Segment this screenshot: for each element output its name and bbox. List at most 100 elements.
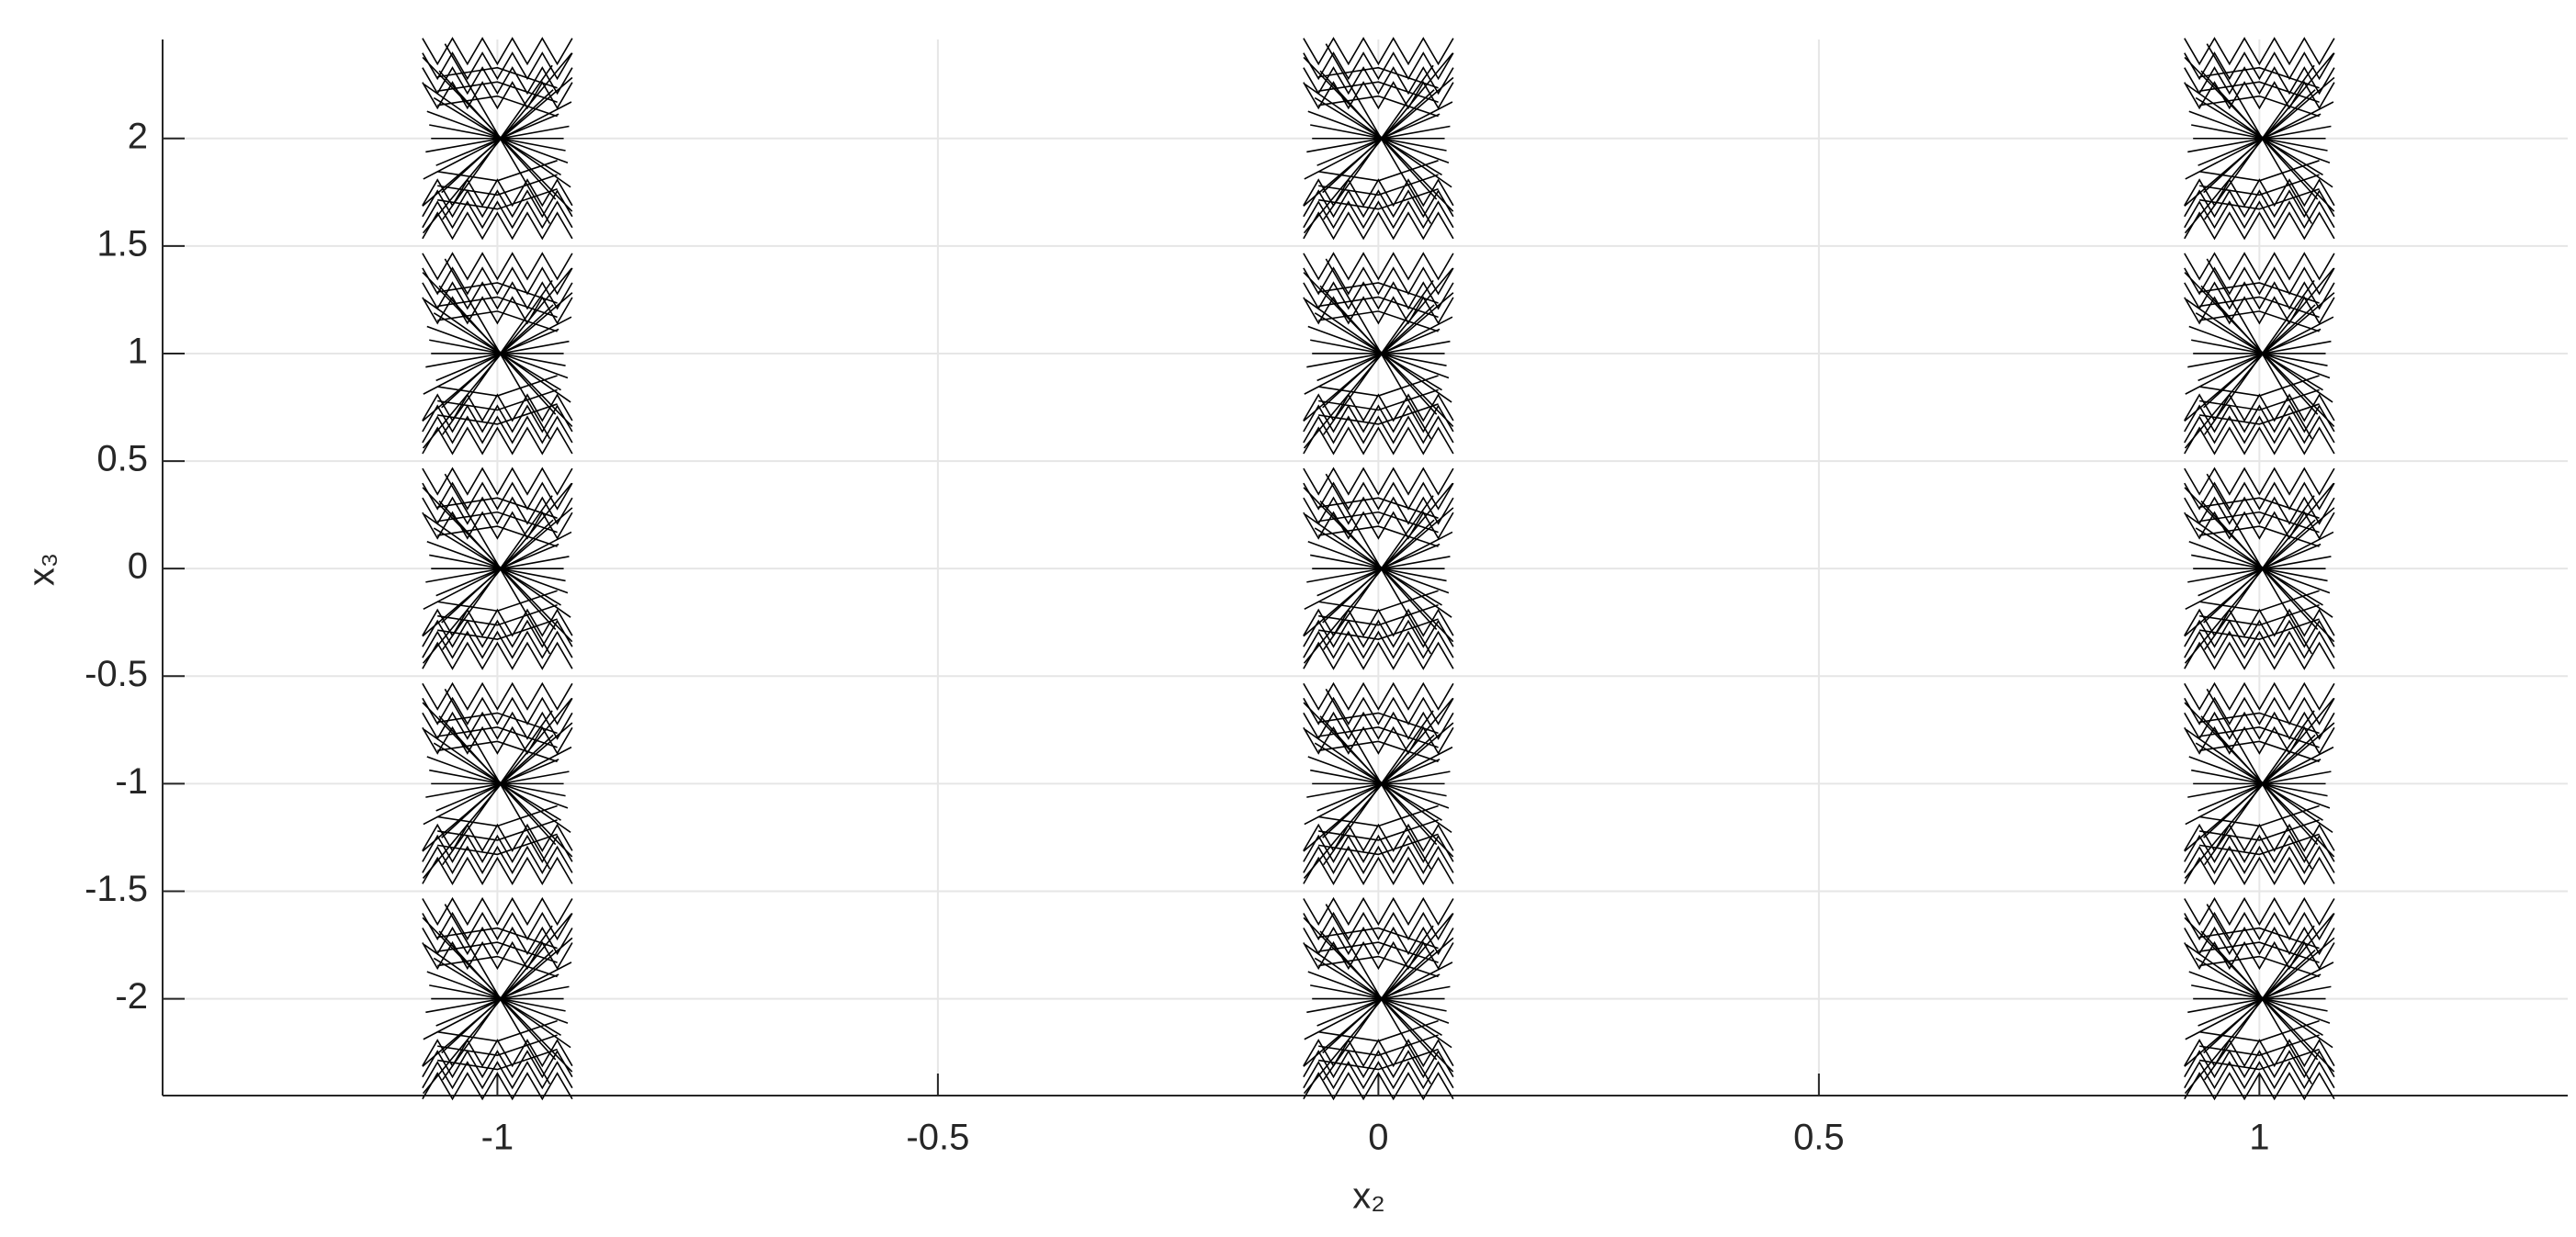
glyph-zigzag (1303, 496, 1454, 525)
glyph-zigzag (2199, 726, 2320, 748)
glyph-zigzag (2199, 160, 2320, 182)
glyph-zigzag (437, 712, 558, 735)
glyph-zigzag (437, 590, 558, 613)
glyph (1303, 37, 1454, 241)
glyph-zigzag (1303, 467, 1454, 496)
glyph-zigzag (437, 726, 558, 748)
glyph-zigzag (1318, 804, 1439, 827)
glyph-zigzag (2184, 725, 2335, 755)
glyph-zigzag (2199, 66, 2320, 89)
glyph-zigzag (2199, 81, 2320, 103)
glyph-zigzag (1318, 833, 1439, 856)
glyph-zigzag (2184, 1061, 2335, 1090)
glyph-ray (422, 267, 572, 449)
glyph-zigzag (1318, 388, 1439, 411)
glyph-zigzag (437, 1048, 558, 1071)
glyph-zigzag (437, 603, 558, 626)
glyph-ray (2184, 698, 2334, 879)
glyph-zigzag (2184, 481, 2335, 511)
glyph-zigzag (437, 497, 558, 519)
glyph-zigzag (422, 281, 573, 310)
glyph-zigzag (437, 375, 558, 397)
glyph-zigzag (422, 189, 573, 219)
glyph-zigzag (2199, 1048, 2320, 1071)
glyph-zigzag (1303, 178, 1454, 208)
glyph-zigzag (422, 426, 573, 455)
glyph-zigzag (437, 187, 558, 210)
glyph-zigzag (1303, 393, 1454, 422)
glyph-zigzag (437, 927, 558, 950)
glyph-zigzag (2184, 641, 2335, 670)
y-tick-label: 1.5 (96, 223, 148, 264)
glyph-ray (2184, 913, 2334, 1095)
glyph-zigzag (437, 833, 558, 856)
glyph-zigzag (2184, 81, 2335, 110)
glyph-zigzag (1303, 725, 1454, 755)
glyph-zigzag (2184, 1072, 2335, 1101)
glyph-zigzag (2199, 525, 2320, 547)
glyph-zigzag (2199, 1019, 2320, 1042)
glyph-zigzag (1318, 282, 1439, 304)
glyph-zigzag (437, 310, 558, 332)
glyph-zigzag (1303, 66, 1454, 96)
glyph-zigzag (1303, 511, 1454, 540)
y-tick-label: 1 (128, 332, 148, 372)
glyph-zigzag (2184, 266, 2335, 296)
glyph-zigzag (2199, 282, 2320, 304)
glyph-zigzag (422, 608, 573, 637)
y-tick-label: 0 (128, 546, 148, 587)
glyph-zigzag (2184, 211, 2335, 241)
glyph-zigzag (1303, 823, 1454, 852)
glyph (422, 467, 573, 670)
glyph-zigzag (1318, 618, 1439, 640)
glyph-zigzag (1318, 95, 1439, 118)
glyph-zigzag (1318, 927, 1439, 950)
glyph-zigzag (2199, 310, 2320, 332)
glyph-zigzag (422, 481, 573, 511)
glyph-zigzag (2184, 911, 2335, 941)
x-axis-label: x₂ (1352, 1176, 1385, 1217)
glyph-zigzag (1303, 608, 1454, 637)
glyph-zigzag (1318, 310, 1439, 332)
y-tick-label: 2 (128, 116, 148, 156)
glyph-zigzag (2184, 296, 2335, 325)
x-tick-label: -0.5 (906, 1118, 969, 1158)
glyph-zigzag (422, 641, 573, 670)
glyph-ray (422, 482, 572, 664)
glyph-zigzag (422, 1039, 573, 1068)
glyph-zigzag (2199, 618, 2320, 640)
glyph-zigzag (422, 619, 573, 648)
glyph-zigzag (422, 467, 573, 496)
glyph (422, 37, 573, 241)
glyph-zigzag (2184, 178, 2335, 208)
glyph-zigzag (422, 845, 573, 874)
glyph-zigzag (2199, 388, 2320, 411)
glyph-zigzag (2184, 426, 2335, 455)
glyph-zigzag (422, 926, 573, 956)
glyph-zigzag (2199, 833, 2320, 856)
glyph-zigzag (1303, 896, 1454, 927)
glyph-zigzag (1318, 819, 1439, 841)
glyph-zigzag (2184, 393, 2335, 422)
glyph-zigzag (1303, 1050, 1454, 1079)
glyph-zigzag (2184, 252, 2335, 281)
glyph-zigzag (1318, 187, 1439, 210)
glyph-zigzag (2184, 711, 2335, 740)
glyph-zigzag (437, 804, 558, 827)
glyph-ray (2184, 52, 2334, 234)
glyph-zigzag (2184, 630, 2335, 659)
glyph-zigzag (2184, 37, 2335, 66)
glyph-ray (2184, 267, 2334, 449)
glyph-zigzag (1303, 940, 1454, 971)
glyph (2184, 467, 2335, 670)
glyph-zigzag (2184, 281, 2335, 310)
glyph-zigzag (2184, 896, 2335, 927)
glyph-zigzag (1318, 497, 1439, 519)
glyph-zigzag (437, 525, 558, 547)
glyph-zigzag (1318, 740, 1439, 763)
glyph (2184, 252, 2335, 455)
glyph-zigzag (2184, 415, 2335, 444)
glyph-zigzag (2199, 819, 2320, 841)
glyph-zigzag (422, 178, 573, 208)
